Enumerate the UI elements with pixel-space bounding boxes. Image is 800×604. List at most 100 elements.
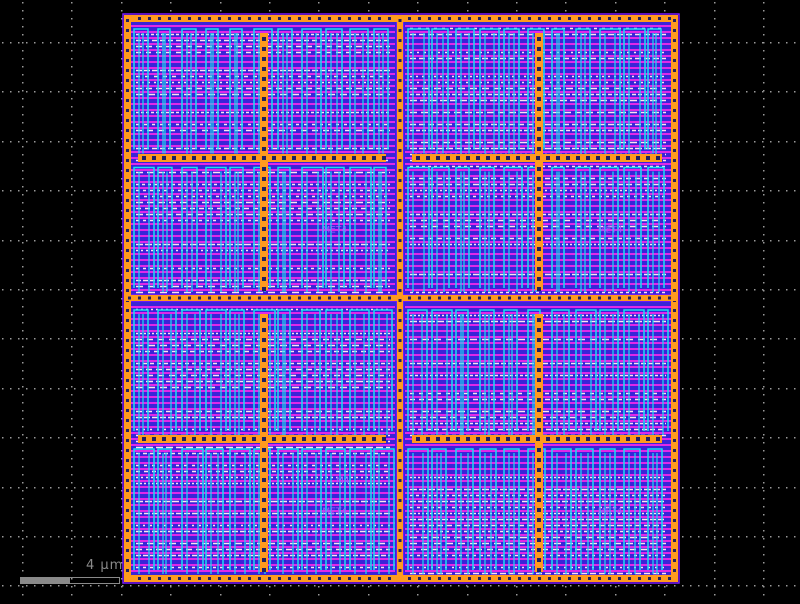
via	[398, 309, 402, 312]
via	[262, 187, 266, 191]
grid-dot	[22, 210, 24, 212]
metal-v-shape	[479, 448, 497, 570]
metal-v-shape	[527, 28, 545, 150]
grid-dot	[338, 585, 340, 587]
metal-v-shape	[229, 309, 245, 431]
grid-dot	[58, 437, 60, 439]
via	[208, 577, 211, 580]
via	[628, 17, 631, 20]
via	[238, 577, 241, 580]
via	[188, 577, 191, 580]
grid-dot	[362, 585, 364, 587]
grid-dot	[58, 190, 60, 192]
grid-dot	[314, 585, 316, 587]
via	[126, 499, 129, 502]
via	[673, 539, 676, 542]
grid-dot	[10, 190, 12, 192]
grid-dot	[50, 487, 52, 489]
grid-dot	[763, 98, 765, 100]
grid-dot	[269, 10, 271, 12]
grid-dot	[22, 498, 24, 500]
grid-dot	[26, 289, 28, 291]
grid-dot	[220, 586, 222, 588]
via	[212, 437, 216, 441]
grid-dot	[22, 466, 24, 468]
grid-dot	[458, 585, 460, 587]
grid-dot	[26, 536, 28, 538]
grid-dot	[2, 240, 4, 242]
grid-dot	[490, 585, 492, 587]
metal-v-shape	[431, 28, 449, 150]
metal-v-shape	[181, 448, 204, 570]
via	[537, 538, 541, 542]
grid-dot	[738, 190, 740, 192]
via	[382, 156, 386, 160]
via	[673, 569, 676, 572]
grid-dot	[763, 242, 765, 244]
via	[398, 469, 402, 472]
via	[558, 17, 561, 20]
grid-dot	[71, 298, 73, 300]
via	[546, 156, 550, 160]
grid-dot	[770, 289, 772, 291]
via	[332, 437, 336, 441]
via	[476, 156, 480, 160]
grid-dot	[714, 354, 716, 356]
grid-dot	[10, 388, 12, 390]
via	[508, 17, 511, 20]
via	[537, 57, 541, 61]
via	[126, 179, 129, 182]
via	[262, 318, 266, 322]
via	[398, 429, 402, 432]
grid-dot	[762, 437, 764, 439]
via	[418, 17, 421, 20]
via	[192, 156, 196, 160]
via	[352, 156, 356, 160]
grid-dot	[10, 42, 12, 44]
via	[152, 156, 156, 160]
grid-dot	[22, 306, 24, 308]
grid-dot	[121, 530, 123, 532]
grid-dot	[34, 240, 36, 242]
via	[398, 399, 402, 402]
metal-v-shape	[599, 448, 616, 570]
via	[656, 437, 660, 441]
grid-dot	[269, 594, 271, 596]
grid-dot	[698, 338, 700, 340]
via	[258, 17, 261, 20]
via	[202, 437, 206, 441]
grid-dot	[71, 106, 73, 108]
grid-dot	[682, 190, 684, 192]
via	[126, 239, 129, 242]
via	[436, 437, 440, 441]
grid-dot	[226, 585, 228, 587]
grid-dot	[642, 585, 644, 587]
via	[262, 408, 266, 412]
grid-dot	[763, 466, 765, 468]
grid-dot	[763, 266, 765, 268]
grid-dot	[714, 458, 716, 460]
via	[398, 179, 402, 182]
grid-dot	[162, 585, 164, 587]
via	[398, 29, 402, 32]
grid-dot	[121, 90, 123, 92]
via	[608, 577, 611, 580]
grid-dot	[18, 437, 20, 439]
grid-dot	[714, 202, 716, 204]
grid-dot	[698, 585, 700, 587]
grid-dot	[615, 586, 617, 588]
grid-dot	[18, 338, 20, 340]
grid-dot	[71, 226, 73, 228]
grid-dot	[42, 42, 44, 44]
via	[126, 49, 129, 52]
via	[262, 287, 266, 291]
via	[388, 17, 391, 20]
grid-dot	[763, 538, 765, 540]
metal-v-shape	[503, 309, 518, 431]
grid-dot	[22, 18, 24, 20]
grid-dot	[22, 458, 24, 460]
grid-dot	[698, 91, 700, 93]
grid-dot	[722, 338, 724, 340]
